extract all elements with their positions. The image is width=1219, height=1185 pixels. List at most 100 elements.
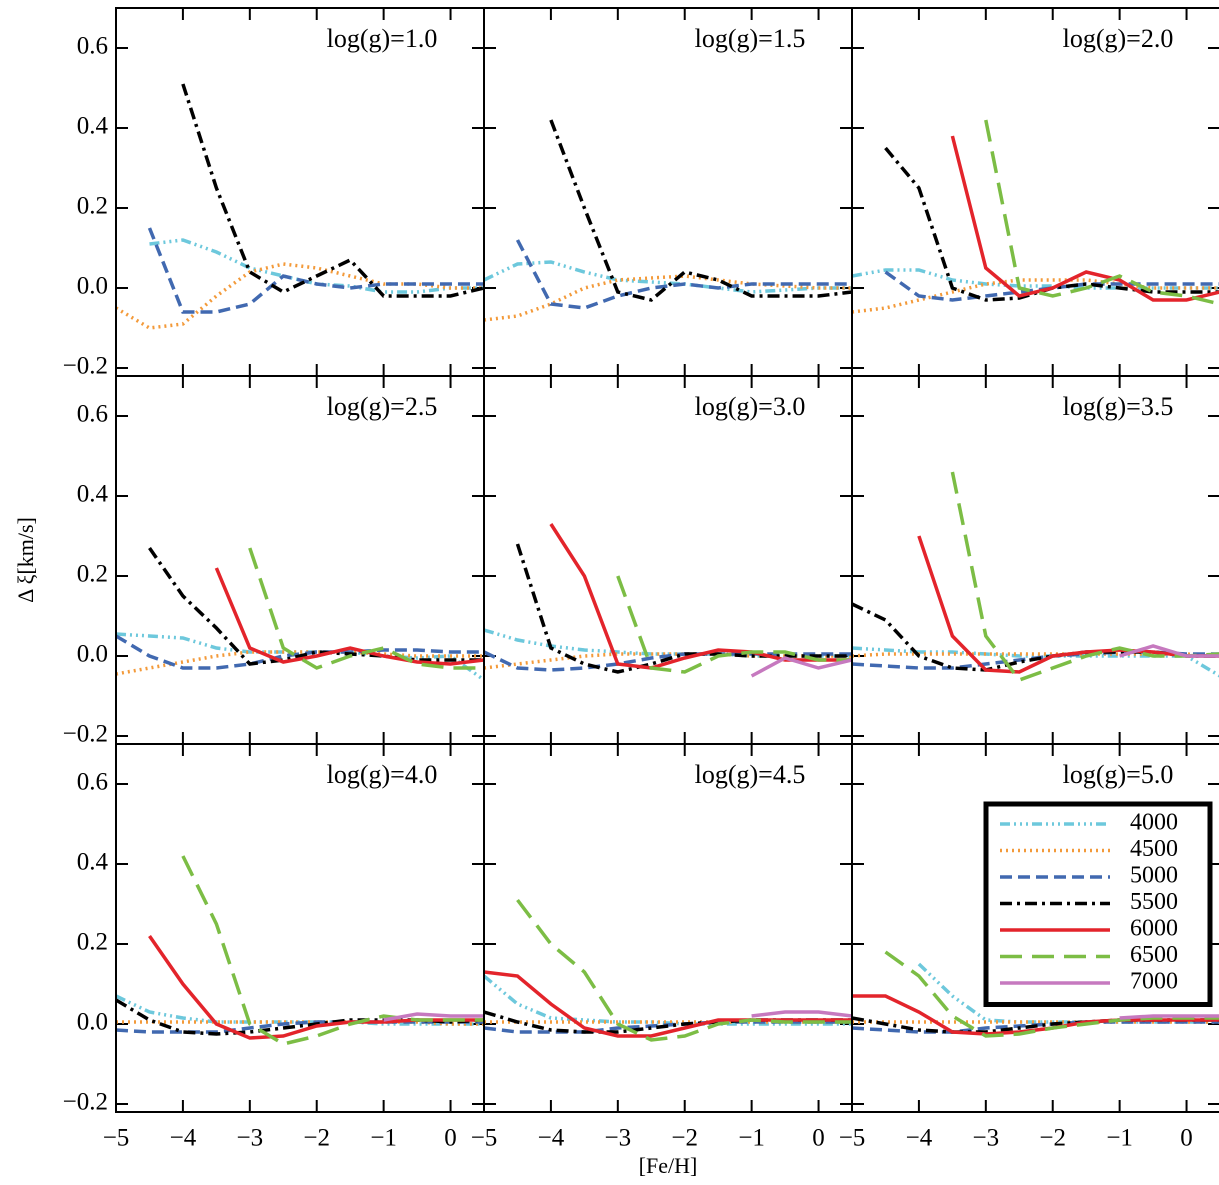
x-tick-label: −2 <box>303 1125 330 1152</box>
y-tick-label: −0.2 <box>63 1089 108 1116</box>
x-tick-label: −5 <box>839 1125 866 1152</box>
panel-frame <box>115 375 485 745</box>
y-tick-label: 0.0 <box>77 641 108 668</box>
line-series <box>116 994 484 1026</box>
line-series <box>484 970 852 1038</box>
x-tick-label: −2 <box>1039 1125 1066 1152</box>
x-tick-label: −3 <box>237 1125 264 1152</box>
line-series <box>549 523 852 670</box>
line-series <box>852 268 1219 290</box>
x-tick-label: 0 <box>812 1125 825 1152</box>
line-series <box>515 543 852 674</box>
line-series <box>484 974 852 1026</box>
line-series <box>515 239 852 310</box>
panel-frame <box>483 7 853 377</box>
panel-title: log(g)=1.0 <box>327 24 438 53</box>
x-tick-label: −4 <box>170 1125 197 1152</box>
line-series <box>516 898 852 1042</box>
line-series <box>984 119 1219 306</box>
line-series <box>751 1010 852 1018</box>
x-tick-label: −1 <box>370 1125 397 1152</box>
panel: −5 −4 −3 −2 −1 0 log(g)=4.5 [Fe/H] <box>471 743 853 1178</box>
line-series <box>148 547 484 666</box>
y-tick-label: 0.2 <box>77 561 108 588</box>
panel-title: log(g)=1.5 <box>695 24 806 53</box>
panel-frame <box>115 7 485 377</box>
line-series <box>116 1020 484 1034</box>
line-series <box>484 260 852 294</box>
line-series <box>116 998 484 1036</box>
panel-title: log(g)=2.0 <box>1063 24 1174 53</box>
line-series <box>214 567 484 666</box>
legend-label: 4500 <box>1130 836 1178 862</box>
line-series <box>181 83 484 298</box>
panel: log(g)=3.0 <box>483 375 853 745</box>
line-series <box>1119 644 1219 658</box>
panel: log(g)=3.5 <box>851 375 1219 745</box>
line-series <box>852 602 1219 672</box>
line-series <box>248 547 484 670</box>
line-series <box>917 535 1219 674</box>
legend-label: 6000 <box>1130 916 1178 942</box>
line-series <box>484 628 852 658</box>
panel: log(g)=2.0 <box>851 7 1219 377</box>
line-series <box>383 1012 484 1022</box>
line-series <box>852 994 1219 1036</box>
panel-frame <box>851 375 1219 745</box>
legend-label: 4000 <box>1130 810 1178 836</box>
panel-title: log(g)=2.5 <box>327 392 438 421</box>
x-tick-label: −1 <box>738 1125 765 1152</box>
line-series <box>950 135 1219 302</box>
y-tick-label: 0.4 <box>77 113 109 140</box>
line-series <box>116 262 484 330</box>
line-series <box>917 962 1219 1024</box>
x-tick-label: −2 <box>671 1125 698 1152</box>
y-axis-label: Δ ξ[km/s] <box>13 517 38 603</box>
panel-title: log(g)=4.0 <box>327 760 438 789</box>
panel: −0.2 0.0 0.2 0.4 0.6 log(g)=2.5 Δ ξ[km/s] <box>13 375 485 748</box>
x-tick-label: −5 <box>471 1125 498 1152</box>
y-tick-label: 0.6 <box>77 401 108 428</box>
legend-label: 7000 <box>1130 969 1178 995</box>
line-series <box>884 146 1219 302</box>
y-tick-label: 0.2 <box>77 193 108 220</box>
line-series <box>116 634 484 670</box>
line-series <box>116 632 484 682</box>
x-tick-label: −5 <box>103 1125 130 1152</box>
line-series <box>616 575 852 674</box>
line-series <box>549 119 852 302</box>
panel: log(g)=1.5 <box>483 7 853 377</box>
line-series <box>884 270 1219 302</box>
legend-box <box>983 801 1213 1007</box>
y-tick-label: −0.2 <box>63 721 108 748</box>
x-tick-label: −3 <box>605 1125 632 1152</box>
panel: −5 −4 −3 −2 −1 0 log(g)=5.0 4000450050005500600… <box>839 743 1219 1152</box>
panel-title: log(g)=4.5 <box>695 760 806 789</box>
x-tick-label: −4 <box>906 1125 933 1152</box>
panel-frame <box>483 375 853 745</box>
panel: −0.2 0.0 0.2 0.4 0.6 log(g)=1.0 <box>63 7 485 380</box>
line-series <box>1119 1014 1219 1020</box>
legend-label: 5000 <box>1130 863 1178 889</box>
y-tick-label: 0.0 <box>77 273 108 300</box>
line-series <box>750 656 852 678</box>
line-series <box>852 278 1219 314</box>
x-tick-label: −4 <box>538 1125 565 1152</box>
panel-title: log(g)=3.5 <box>1063 392 1174 421</box>
legend-label: 5500 <box>1130 889 1178 915</box>
legend-label: 6500 <box>1130 942 1178 968</box>
line-series <box>950 471 1219 683</box>
y-tick-label: −0.2 <box>63 353 108 380</box>
panel-title: log(g)=5.0 <box>1063 760 1174 789</box>
panel-title: log(g)=3.0 <box>695 392 806 421</box>
y-tick-label: 0.0 <box>77 1009 108 1036</box>
line-series <box>147 227 484 314</box>
y-tick-label: 0.4 <box>77 481 109 508</box>
x-tick-label: −1 <box>1106 1125 1133 1152</box>
y-tick-label: 0.6 <box>77 769 108 796</box>
x-tick-label: 0 <box>444 1125 457 1152</box>
x-tick-label: 0 <box>1180 1125 1193 1152</box>
x-axis-label: [Fe/H] <box>639 1153 698 1178</box>
line-series <box>884 950 1219 1038</box>
